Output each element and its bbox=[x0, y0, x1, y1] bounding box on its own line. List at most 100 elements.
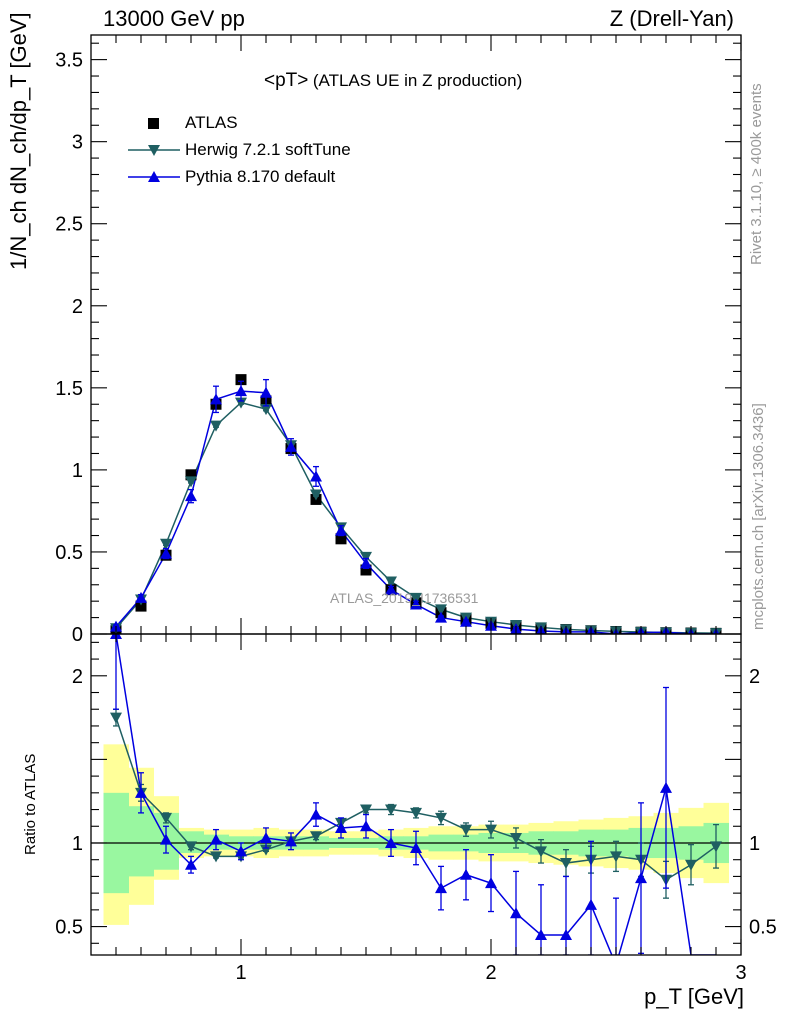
ratio-y-tick-label: 1 bbox=[72, 833, 83, 855]
atlas-point bbox=[135, 600, 147, 612]
ratio-pythia-point bbox=[385, 836, 397, 848]
plot-title: <pT> (ATLAS UE in Z production) bbox=[264, 70, 522, 92]
pythia-point bbox=[310, 470, 322, 482]
main-y-tick-label: 1 bbox=[72, 460, 83, 482]
main-y-tick-label: 0.5 bbox=[55, 542, 83, 564]
ratio-herwig-point bbox=[160, 812, 172, 824]
atlas-point bbox=[360, 564, 372, 576]
herwig-point bbox=[260, 404, 272, 416]
ratio-y-tick-label-right: 1 bbox=[749, 833, 760, 855]
ratio-herwig-point bbox=[685, 859, 697, 871]
ratio-herwig-point bbox=[310, 831, 322, 843]
ratio-pythia-point bbox=[585, 898, 597, 910]
ratio-y-tick-label: 2 bbox=[72, 666, 83, 688]
ratio-herwig-point bbox=[110, 712, 122, 724]
pythia-point bbox=[460, 615, 472, 627]
herwig-point bbox=[210, 420, 222, 432]
pythia-point bbox=[410, 598, 422, 610]
ratio-pythia-point bbox=[660, 781, 672, 793]
pythia-point bbox=[435, 611, 447, 623]
ratio-herwig-point bbox=[560, 858, 572, 870]
ratio-pythia-point bbox=[210, 833, 222, 845]
herwig-point bbox=[385, 576, 397, 588]
ratio-pythia-point bbox=[485, 877, 497, 889]
ratio-pythia-point bbox=[360, 820, 372, 832]
herwig-point bbox=[360, 551, 372, 563]
main-y-tick-label: 2.5 bbox=[55, 214, 83, 236]
legend-marker-atlas bbox=[148, 118, 159, 129]
pythia-point bbox=[360, 557, 372, 569]
y-axis-label-ratio: Ratio to ATLAS bbox=[22, 753, 39, 855]
band-inner-bin bbox=[128, 806, 154, 877]
ratio-herwig-point bbox=[535, 846, 547, 858]
plot-subtitle: (ATLAS UE in Z production) bbox=[312, 71, 523, 90]
ratio-plot-area bbox=[91, 634, 741, 955]
watermark-analysis-id: ATLAS_2019_I1736531 bbox=[330, 590, 479, 606]
pythia-point bbox=[385, 583, 397, 595]
ratio-herwig-point bbox=[185, 841, 197, 853]
ratio-pythia-point bbox=[235, 845, 247, 857]
ratio-herwig-point bbox=[435, 812, 447, 824]
ratio-herwig-point bbox=[510, 832, 522, 844]
ratio-pythia-point bbox=[160, 833, 172, 845]
pythia-point bbox=[185, 490, 197, 502]
ratio-pythia-point bbox=[635, 872, 647, 884]
legend-marker-pythia bbox=[148, 171, 160, 182]
legend-label-pythia: Pythia 8.170 default bbox=[185, 167, 336, 186]
pythia-point bbox=[285, 440, 297, 452]
ratio-pythia-point bbox=[260, 831, 272, 843]
atlas-point bbox=[335, 533, 347, 545]
header-left: 13000 GeV pp bbox=[103, 6, 245, 31]
mcplots-label: mcplots.cern.ch [arXiv:1306.3436] bbox=[750, 403, 767, 630]
ratio-herwig-point bbox=[710, 841, 722, 853]
ratio-pythia-point bbox=[285, 835, 297, 847]
main-plot-area bbox=[110, 374, 722, 634]
pythia-point bbox=[260, 386, 272, 398]
ratio-pythia-point bbox=[535, 928, 547, 940]
pythia-point bbox=[135, 591, 147, 603]
ratio-pythia-point bbox=[335, 821, 347, 833]
atlas-point bbox=[185, 469, 197, 481]
ratio-y-tick-label-right: 0.5 bbox=[749, 917, 777, 939]
ratio-pythia-point bbox=[460, 868, 472, 880]
ratio-herwig-point bbox=[485, 824, 497, 836]
ratio-pythia-point bbox=[310, 808, 322, 820]
herwig-point bbox=[435, 604, 447, 616]
atlas-point bbox=[235, 374, 247, 386]
x-tick-label: 2 bbox=[485, 962, 496, 984]
herwig-point bbox=[185, 476, 197, 488]
herwig-point bbox=[310, 489, 322, 501]
ratio-pythia-point bbox=[435, 882, 447, 894]
ratio-pythia-point bbox=[410, 842, 422, 853]
y-axis-label-main: 1/N_ch dN_ch/dp_T [GeV] bbox=[6, 12, 31, 270]
main-y-tick-label: 3 bbox=[72, 132, 83, 154]
pythia-point bbox=[210, 393, 222, 405]
ratio-frame bbox=[90, 633, 742, 956]
ratio-herwig-point bbox=[410, 807, 422, 819]
plot-title-main: <pT> bbox=[264, 70, 309, 91]
pythia-point bbox=[335, 524, 347, 536]
ratio-y-tick-label: 0.5 bbox=[55, 917, 83, 939]
ratio-herwig-point bbox=[210, 851, 222, 863]
x-tick-label: 3 bbox=[735, 962, 746, 984]
main-y-tick-label: 3.5 bbox=[55, 50, 83, 72]
ratio-pythia-point bbox=[135, 786, 147, 798]
legend-label-atlas: ATLAS bbox=[185, 113, 238, 132]
herwig-point bbox=[160, 538, 172, 550]
x-axis-label: p_T [GeV] bbox=[644, 984, 744, 1009]
header-right: Z (Drell-Yan) bbox=[609, 6, 734, 31]
legend-label-herwig: Herwig 7.2.1 softTune bbox=[185, 140, 351, 159]
legend bbox=[128, 118, 180, 182]
pythia-point bbox=[160, 547, 172, 559]
ratio-herwig-point bbox=[360, 804, 372, 816]
ratio-herwig-point bbox=[385, 804, 397, 816]
ratio-pythia-line bbox=[115, 634, 716, 955]
main-y-tick-label: 0 bbox=[72, 624, 83, 646]
ratio-pythia-point bbox=[185, 858, 197, 870]
herwig-point bbox=[410, 592, 422, 604]
x-tick-label: 1 bbox=[235, 962, 246, 984]
main-y-tick-label: 1.5 bbox=[55, 378, 83, 400]
rivet-label: Rivet 3.1.10, ≥ 400k events bbox=[748, 83, 765, 265]
main-y-tick-label: 2 bbox=[72, 296, 83, 318]
